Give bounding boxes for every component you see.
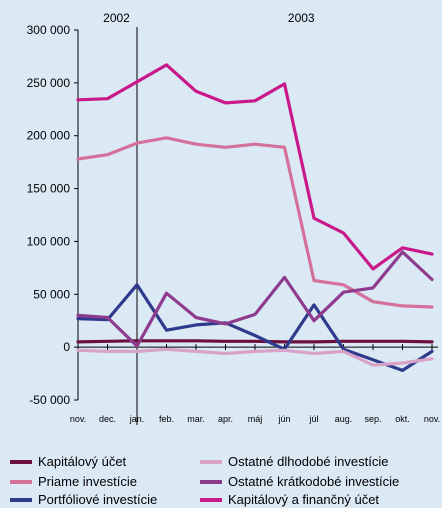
x-tick-label: nov. <box>70 414 86 424</box>
x-tick-label: dec. <box>99 414 116 424</box>
series-line <box>76 63 434 271</box>
x-tick-label: nov. <box>424 414 440 424</box>
legend: Kapitálový účet Priame investície Portfó… <box>0 444 442 508</box>
legend-item-kapitalovy-ucet: Kapitálový účet <box>10 454 126 469</box>
y-tick-label: 200 000 <box>27 129 71 143</box>
x-tick-label: aug. <box>335 414 353 424</box>
x-tick-label: apr. <box>218 414 233 424</box>
legend-item-portfoliove-investicie: Portfóliové investície <box>10 492 157 507</box>
line-chart: 300 000 250 000 200 000 150 000 100 000 50 00… <box>27 11 441 425</box>
legend-swatch <box>200 497 222 502</box>
series-line <box>76 250 434 348</box>
year-label: 2003 <box>288 11 315 25</box>
legend-swatch <box>200 459 222 464</box>
legend-item-ostatne-kratkodobe-investicie: Ostatné krátkodobé investície <box>200 474 399 489</box>
series-lines <box>76 63 434 372</box>
x-tick-label: sep. <box>364 414 381 424</box>
y-tick-label: 50 000 <box>33 287 70 301</box>
legend-label: Kapitálový a finančný účet <box>228 492 380 507</box>
x-tick-label: feb. <box>159 414 174 424</box>
series-line <box>76 339 434 344</box>
legend-label: Priame investície <box>38 474 137 489</box>
legend-swatch <box>10 479 32 484</box>
legend-item-ostatne-dlhodobe-investicie: Ostatné dlhodobé investície <box>200 454 388 469</box>
legend-swatch <box>200 479 222 484</box>
y-tick-label: -50 000 <box>29 393 70 407</box>
legend-swatch <box>10 497 32 502</box>
legend-label: Ostatné krátkodobé investície <box>228 474 400 489</box>
series-line <box>76 283 434 372</box>
legend-label: Kapitálový účet <box>38 454 127 469</box>
series-line <box>76 136 434 309</box>
x-tick-label: máj <box>248 414 263 424</box>
x-tick-label: júl <box>308 414 318 424</box>
legend-label: Portfóliové investície <box>38 492 158 507</box>
legend-item-priame-investicie: Priame investície <box>10 474 137 489</box>
legend-item-kapitalovy-a-financny-ucet: Kapitálový a finančný účet <box>200 492 379 507</box>
legend-swatch <box>10 459 32 464</box>
y-tick-label: 0 <box>63 340 70 354</box>
y-tick-label: 250 000 <box>27 76 71 90</box>
x-tick-label: okt. <box>395 414 410 424</box>
y-tick-label: 150 000 <box>27 182 71 196</box>
y-tick-label: 100 000 <box>27 234 71 248</box>
legend-label: Ostatné dlhodobé investície <box>228 454 389 469</box>
axis-labels: 300 000 250 000 200 000 150 000 100 000 50 00… <box>27 11 441 424</box>
series-line <box>76 347 434 367</box>
x-tick-label: jan. <box>129 414 145 424</box>
x-tick-label: jún <box>277 414 290 424</box>
x-tick-label: mar. <box>187 414 205 424</box>
y-tick-label: 300 000 <box>27 23 71 37</box>
year-label: 2002 <box>103 11 130 25</box>
